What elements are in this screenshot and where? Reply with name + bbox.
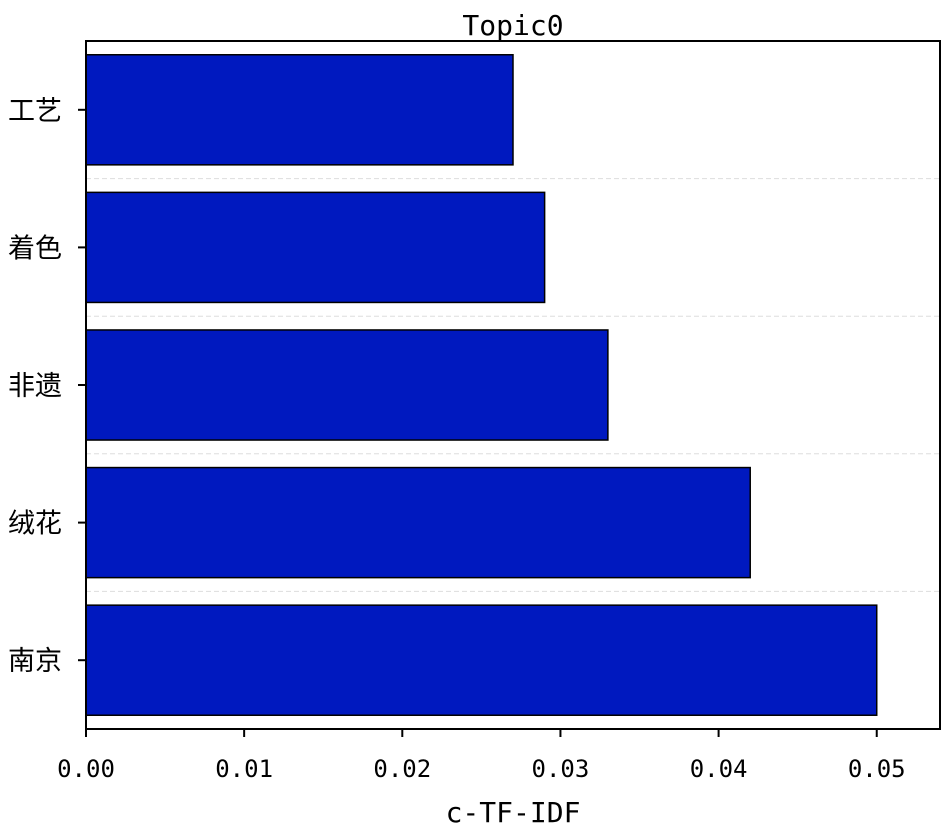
x-tick-label: 0.00 <box>57 755 115 783</box>
grid <box>86 178 940 592</box>
bars <box>85 54 878 716</box>
y-tick-label: 着色 <box>8 233 62 264</box>
y-tick-label: 绒花 <box>8 509 62 540</box>
bar-1 <box>85 54 514 166</box>
bar-5 <box>85 604 878 716</box>
bar-4 <box>85 466 751 579</box>
x-axis: 0.00 0.01 0.02 0.03 0.04 0.05 <box>57 729 906 783</box>
bar-3 <box>85 329 609 441</box>
x-tick-label: 0.05 <box>848 755 906 783</box>
x-tick-label: 0.01 <box>215 755 273 783</box>
x-tick-label: 0.02 <box>373 755 431 783</box>
x-axis-label: c-TF-IDF <box>446 796 581 829</box>
y-tick-label: 非遗 <box>8 371 62 402</box>
y-tick-label: 南京 <box>8 646 62 677</box>
y-tick-label: 工艺 <box>8 96 62 127</box>
bar-2 <box>85 191 546 304</box>
x-tick-label: 0.03 <box>532 755 590 783</box>
x-tick-label: 0.04 <box>690 755 748 783</box>
chart-title: Topic0 <box>462 9 563 42</box>
